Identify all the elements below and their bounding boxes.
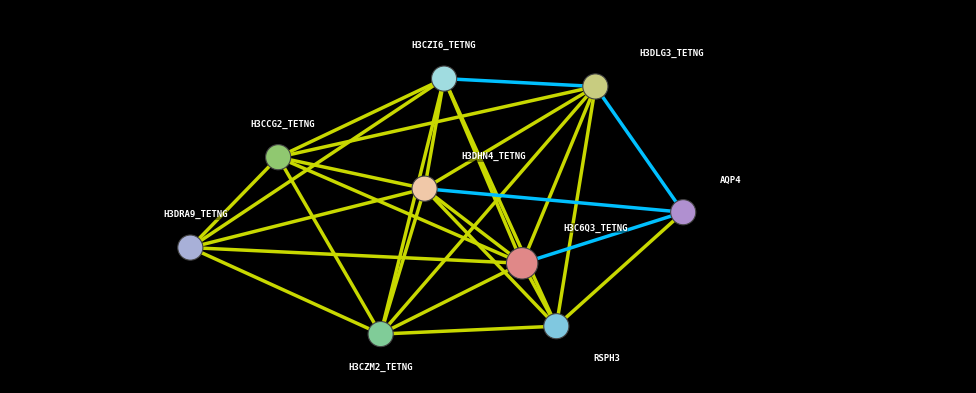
Text: H3C6Q3_TETNG: H3C6Q3_TETNG <box>563 224 628 233</box>
Ellipse shape <box>178 235 203 260</box>
Ellipse shape <box>583 74 608 99</box>
Ellipse shape <box>507 248 538 279</box>
Text: H3DRA9_TETNG: H3DRA9_TETNG <box>163 210 227 219</box>
Ellipse shape <box>265 145 291 170</box>
Ellipse shape <box>431 66 457 91</box>
Text: H3DLG3_TETNG: H3DLG3_TETNG <box>639 49 704 58</box>
Text: RSPH3: RSPH3 <box>593 354 621 364</box>
Ellipse shape <box>412 176 437 201</box>
Ellipse shape <box>368 321 393 347</box>
Text: H3DHN4_TETNG: H3DHN4_TETNG <box>462 152 526 161</box>
Text: H3CZI6_TETNG: H3CZI6_TETNG <box>412 40 476 50</box>
Text: H3CCG2_TETNG: H3CCG2_TETNG <box>251 120 315 129</box>
Text: H3CZM2_TETNG: H3CZM2_TETNG <box>348 363 413 372</box>
Text: AQP4: AQP4 <box>720 176 742 185</box>
Ellipse shape <box>544 314 569 339</box>
Ellipse shape <box>671 200 696 225</box>
